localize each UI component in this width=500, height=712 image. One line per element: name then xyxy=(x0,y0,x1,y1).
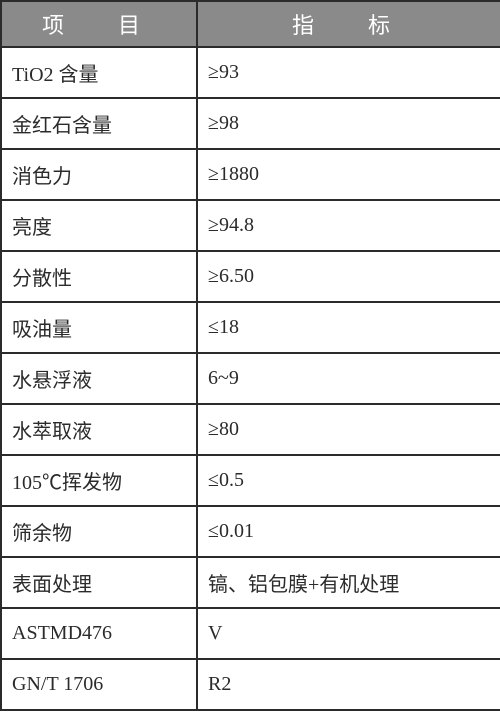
cell-item: ASTMD476 xyxy=(1,608,197,659)
table-row: 水萃取液 ≥80 xyxy=(1,404,500,455)
table-row: 筛余物 ≤0.01 xyxy=(1,506,500,557)
cell-value: R2 xyxy=(197,659,500,710)
cell-value: ≥80 xyxy=(197,404,500,455)
table-row: 金红石含量 ≥98 xyxy=(1,98,500,149)
cell-item: 105℃挥发物 xyxy=(1,455,197,506)
cell-item: 筛余物 xyxy=(1,506,197,557)
table-row: TiO2 含量 ≥93 xyxy=(1,47,500,98)
header-item: 项 目 xyxy=(1,1,197,47)
table-row: 水悬浮液 6~9 xyxy=(1,353,500,404)
cell-item: 表面处理 xyxy=(1,557,197,608)
cell-item: TiO2 含量 xyxy=(1,47,197,98)
cell-value: ≤18 xyxy=(197,302,500,353)
table-header-row: 项 目 指 标 xyxy=(1,1,500,47)
cell-value: ≥6.50 xyxy=(197,251,500,302)
table-row: 分散性 ≥6.50 xyxy=(1,251,500,302)
table-row: 消色力 ≥1880 xyxy=(1,149,500,200)
cell-value: ≥98 xyxy=(197,98,500,149)
table-row: 105℃挥发物 ≤0.5 xyxy=(1,455,500,506)
spec-table: 项 目 指 标 TiO2 含量 ≥93 金红石含量 ≥98 消色力 ≥1880 … xyxy=(0,0,500,711)
header-indicator: 指 标 xyxy=(197,1,500,47)
cell-value: 镐、铝包膜+有机处理 xyxy=(197,557,500,608)
table-row: 亮度 ≥94.8 xyxy=(1,200,500,251)
cell-value: ≤0.5 xyxy=(197,455,500,506)
cell-item: 分散性 xyxy=(1,251,197,302)
table-row: GN/T 1706 R2 xyxy=(1,659,500,710)
cell-value: 6~9 xyxy=(197,353,500,404)
table-row: 吸油量 ≤18 xyxy=(1,302,500,353)
cell-value: ≤0.01 xyxy=(197,506,500,557)
cell-item: GN/T 1706 xyxy=(1,659,197,710)
cell-value: ≥93 xyxy=(197,47,500,98)
cell-item: 吸油量 xyxy=(1,302,197,353)
cell-item: 消色力 xyxy=(1,149,197,200)
cell-value: ≥1880 xyxy=(197,149,500,200)
cell-item: 亮度 xyxy=(1,200,197,251)
cell-value: V xyxy=(197,608,500,659)
table-row: ASTMD476 V xyxy=(1,608,500,659)
cell-item: 水萃取液 xyxy=(1,404,197,455)
cell-item: 水悬浮液 xyxy=(1,353,197,404)
cell-value: ≥94.8 xyxy=(197,200,500,251)
table-row: 表面处理 镐、铝包膜+有机处理 xyxy=(1,557,500,608)
cell-item: 金红石含量 xyxy=(1,98,197,149)
